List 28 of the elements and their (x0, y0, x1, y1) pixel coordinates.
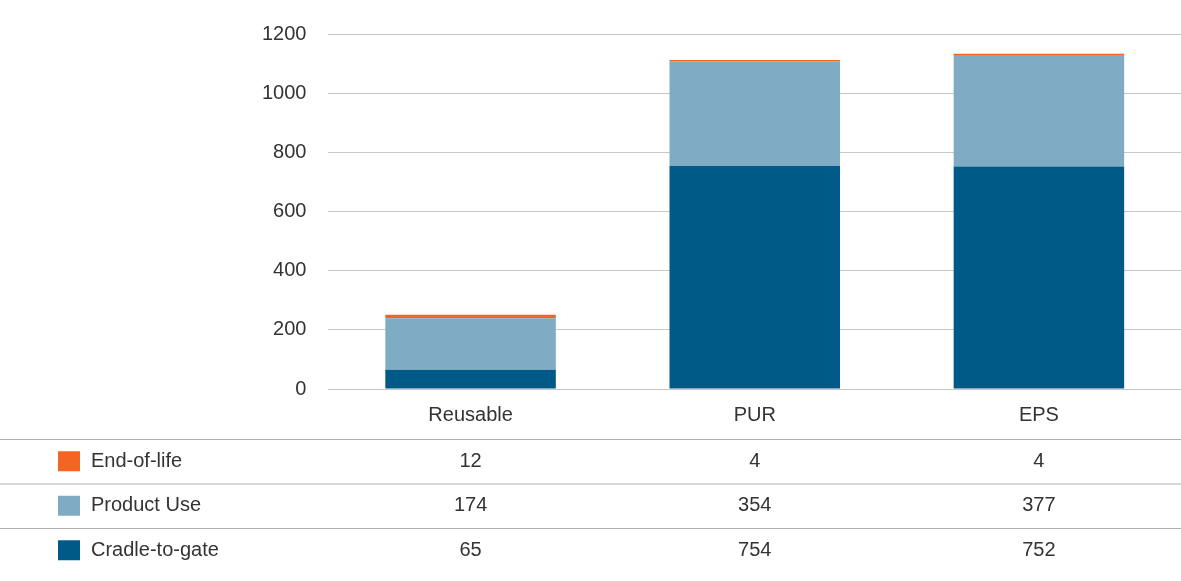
data-label: 65 (459, 537, 482, 560)
x-tick-label: EPS (1018, 402, 1059, 425)
bar (385, 318, 556, 370)
bar (953, 55, 1125, 167)
y-tick-label: 1000 (261, 80, 307, 103)
data-label: 4 (749, 448, 761, 471)
x-tick-label: Reusable (428, 402, 513, 425)
bar (669, 165, 840, 389)
data-label: 4 (1033, 448, 1045, 471)
data-label: 174 (453, 493, 488, 516)
data-label: 12 (459, 448, 482, 471)
y-tick-label: 600 (273, 199, 307, 222)
legend-label: Product Use (91, 493, 202, 516)
data-label: 377 (1022, 493, 1056, 516)
data-label: 752 (1022, 537, 1056, 560)
y-tick-label: 0 (295, 376, 307, 399)
x-tick-label: PUR (733, 402, 776, 425)
y-tick-label: 400 (273, 258, 307, 281)
legend-label: Cradle-to-gate (91, 537, 219, 560)
legend-label: End-of-life (91, 448, 183, 471)
y-tick-label: 1200 (261, 21, 307, 44)
data-label: 754 (738, 537, 772, 560)
bar (669, 61, 840, 166)
y-tick-label: 800 (273, 139, 307, 162)
data-label: 354 (738, 493, 772, 516)
bar (385, 369, 556, 389)
y-tick-label: 200 (273, 317, 307, 340)
bar (953, 166, 1125, 389)
